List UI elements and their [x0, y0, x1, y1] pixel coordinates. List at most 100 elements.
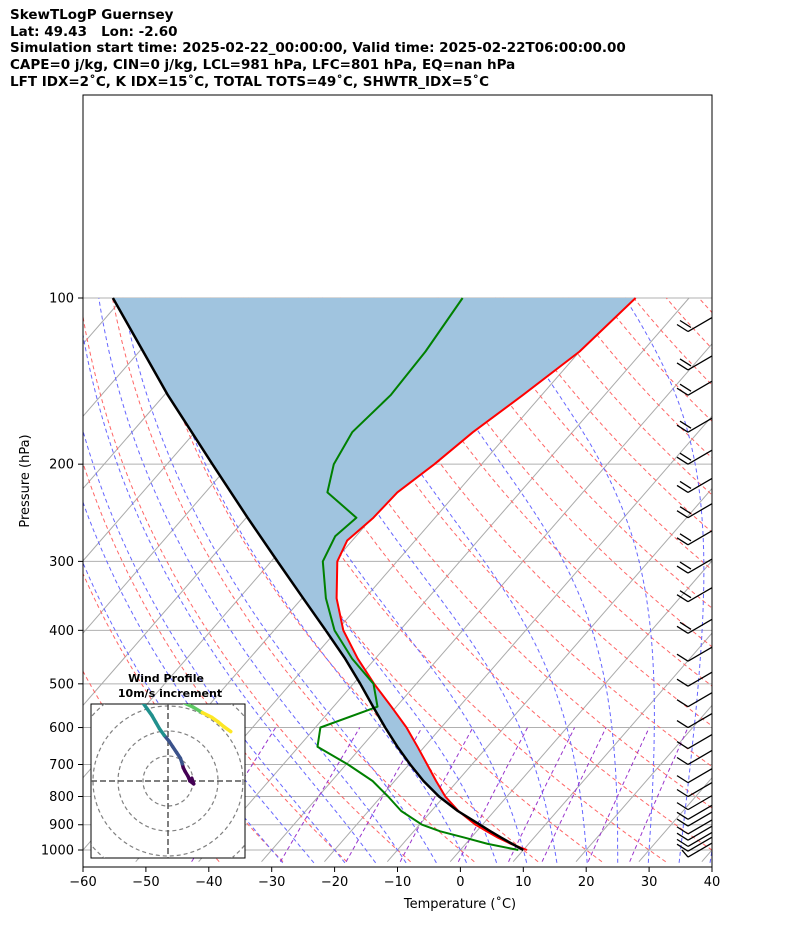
data-layer	[111, 297, 637, 852]
wind-barb-flag	[676, 719, 689, 729]
isotherm-line	[701, 849, 712, 863]
wind-barb-staff	[687, 836, 713, 852]
wind-barb-flag	[679, 506, 692, 515]
wind-barb-flag	[676, 537, 689, 546]
wind-barb-flag	[676, 484, 689, 493]
wind-barb-flag	[676, 838, 689, 847]
dry-adiabat-line	[307, 297, 712, 768]
wind-barb-flag	[676, 818, 689, 827]
wind-barb	[676, 417, 713, 433]
wind-barb-staff	[687, 449, 713, 465]
dry-adiabat-line	[405, 297, 712, 648]
moist-adiabat-line	[83, 332, 377, 864]
wind-barb-staff	[687, 646, 713, 662]
dry-adiabat-line	[698, 297, 712, 314]
wind-barb	[676, 530, 713, 546]
wind-barb-staff	[687, 811, 713, 827]
wind-barb-flag	[676, 832, 689, 841]
wind-barb-staff	[687, 530, 713, 546]
moist-adiabat-line	[321, 297, 588, 863]
wind-barb-staff	[687, 618, 713, 634]
dry-adiabat-line	[83, 461, 348, 863]
chart-header: SkewTLogP Guernsey Lat: 49.43 Lon: -2.60…	[10, 7, 626, 91]
wind-barb-staff	[687, 712, 713, 729]
moist-adiabat-line	[264, 297, 558, 863]
y-tick-label: 400	[49, 624, 74, 639]
x-tick-label: 30	[641, 875, 658, 890]
wind-barb-flag	[676, 811, 689, 820]
x-tick-label: 40	[704, 875, 721, 890]
wind-barb-flag	[679, 621, 692, 630]
mixing-ratio-line	[629, 727, 689, 862]
moist-adiabat-line	[122, 297, 437, 864]
wind-barb-staff	[687, 380, 713, 396]
wind-barb-flag	[679, 383, 692, 392]
wind-barb-staff	[687, 692, 713, 708]
wind-barb-flag	[679, 319, 692, 329]
x-tick-label: 10	[515, 875, 532, 890]
wind-barb-flag	[676, 699, 689, 708]
dry-adiabat-line	[502, 297, 712, 533]
y-tick-label: 800	[49, 790, 74, 805]
x-tick-label: −10	[384, 875, 411, 890]
hodograph-segment	[200, 710, 214, 720]
y-tick-label: 900	[49, 818, 74, 833]
hodograph-segment	[182, 704, 195, 709]
wind-barb-flag	[676, 775, 689, 784]
wind-barb	[676, 734, 713, 750]
wind-barb-staff	[687, 768, 713, 784]
wind-barb	[676, 712, 713, 729]
wind-barb-staff	[687, 831, 713, 847]
wind-barb-flag	[676, 788, 689, 798]
wind-barb-flag	[676, 625, 689, 634]
isotherm-line	[83, 297, 187, 417]
wind-barb-flag	[676, 594, 689, 603]
mixing-ratio-line	[541, 727, 607, 862]
wind-barbs	[676, 316, 713, 858]
wind-barb	[676, 795, 713, 811]
wind-barb-flag	[676, 741, 689, 750]
dry-adiabat-line	[144, 297, 539, 863]
wind-barb-staff	[687, 842, 713, 858]
y-tick-label: 500	[49, 677, 74, 692]
wind-barb-staff	[687, 477, 713, 493]
indices-text-1: CAPE=0 j/kg, CIN=0 j/kg, LCL=981 hPa, LF…	[10, 57, 516, 74]
wind-barb	[676, 825, 713, 841]
wind-barb	[676, 692, 713, 708]
x-tick-label: 20	[578, 875, 595, 890]
y-tick-label: 700	[49, 758, 74, 773]
moist-adiabat-line	[149, 297, 467, 864]
wind-barb-flag	[676, 678, 689, 687]
wind-barb	[676, 768, 713, 784]
wind-barb-staff	[687, 795, 713, 811]
wind-barb	[676, 831, 713, 847]
moist-adiabat-line	[624, 297, 705, 863]
wind-barb-flag	[676, 362, 689, 371]
isotherm-line	[0, 298, 60, 862]
wind-barb	[676, 781, 713, 798]
wind-profile-subtitle: 10m/s increment	[118, 687, 222, 700]
isotherm-line	[449, 560, 712, 863]
dry-adiabat-line	[665, 297, 712, 350]
wind-barb	[676, 316, 713, 333]
x-tick-label: −40	[195, 875, 222, 890]
wind-barb-flag	[676, 510, 689, 519]
wind-barb-flag	[676, 756, 689, 766]
wind-barb-staff	[687, 734, 713, 750]
x-tick-label: −50	[132, 875, 159, 890]
wind-barb-staff	[687, 558, 713, 574]
wind-barb	[676, 587, 713, 603]
moist-adiabat-line	[709, 846, 712, 863]
hodograph-segment	[191, 705, 204, 715]
wind-barb-flag	[681, 849, 689, 858]
chart-title: SkewTLogP Guernsey	[10, 7, 174, 23]
wind-barb	[676, 477, 713, 493]
indices-text-2: LFT IDX=2˚C, K IDX=15˚C, TOTAL TOTS=49˚C…	[10, 73, 490, 90]
isotherm-line	[512, 632, 712, 863]
dry-adiabat-line	[633, 297, 712, 386]
wind-barb-staff	[687, 781, 713, 798]
wind-barb-flag	[679, 590, 692, 599]
wind-barb	[676, 449, 713, 465]
wind-barb-flag	[676, 323, 689, 333]
wind-barb	[676, 618, 713, 634]
